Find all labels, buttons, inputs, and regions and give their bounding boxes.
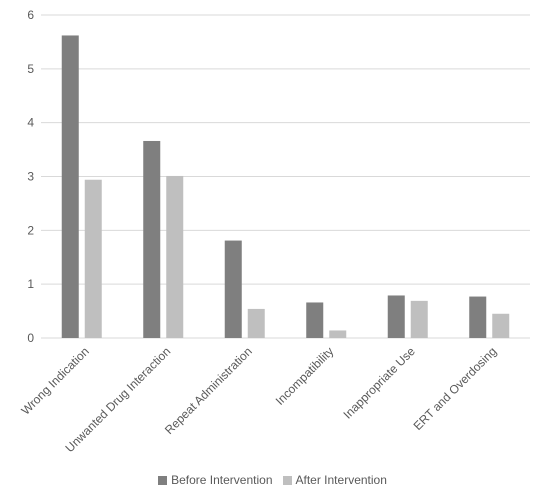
legend-label-before: Before Intervention (171, 473, 273, 487)
bars (61, 35, 510, 338)
x-tick-label: ERT and Overdosing (411, 344, 500, 433)
bar-after-0 (84, 179, 102, 338)
x-tick-label: Repeat Administration (162, 344, 255, 437)
y-axis-tick-labels: 0 1 2 3 4 5 6 (27, 8, 34, 345)
bar-before-2 (224, 240, 242, 338)
legend-item-after: After Intervention (282, 473, 387, 487)
bar-after-5 (492, 313, 510, 338)
y-tick-label: 6 (27, 8, 34, 22)
y-tick-label: 4 (27, 116, 34, 130)
bar-before-4 (387, 295, 405, 338)
y-tick-label: 0 (27, 331, 34, 345)
bar-before-5 (469, 296, 487, 338)
bar-after-4 (410, 300, 428, 338)
legend: Before Intervention After Intervention (0, 470, 545, 490)
x-tick-label: Inappropriate Use (341, 344, 419, 422)
bar-after-2 (247, 308, 265, 338)
bar-before-3 (306, 302, 324, 338)
y-tick-label: 3 (27, 170, 34, 184)
gridlines (41, 14, 530, 339)
x-tick-label: Wrong Indication (18, 344, 91, 417)
bar-before-0 (61, 35, 79, 338)
legend-item-before: Before Intervention (158, 473, 273, 487)
legend-swatch-before (158, 475, 168, 485)
bar-after-3 (329, 330, 347, 338)
x-tick-label: Incompatibility (273, 344, 337, 408)
y-tick-label: 1 (27, 277, 34, 291)
bar-before-1 (143, 140, 161, 338)
legend-label-after: After Intervention (295, 473, 387, 487)
y-tick-label: 2 (27, 223, 34, 237)
legend-swatch-after (282, 475, 292, 485)
y-tick-label: 5 (27, 62, 34, 76)
bar-after-1 (166, 175, 184, 338)
